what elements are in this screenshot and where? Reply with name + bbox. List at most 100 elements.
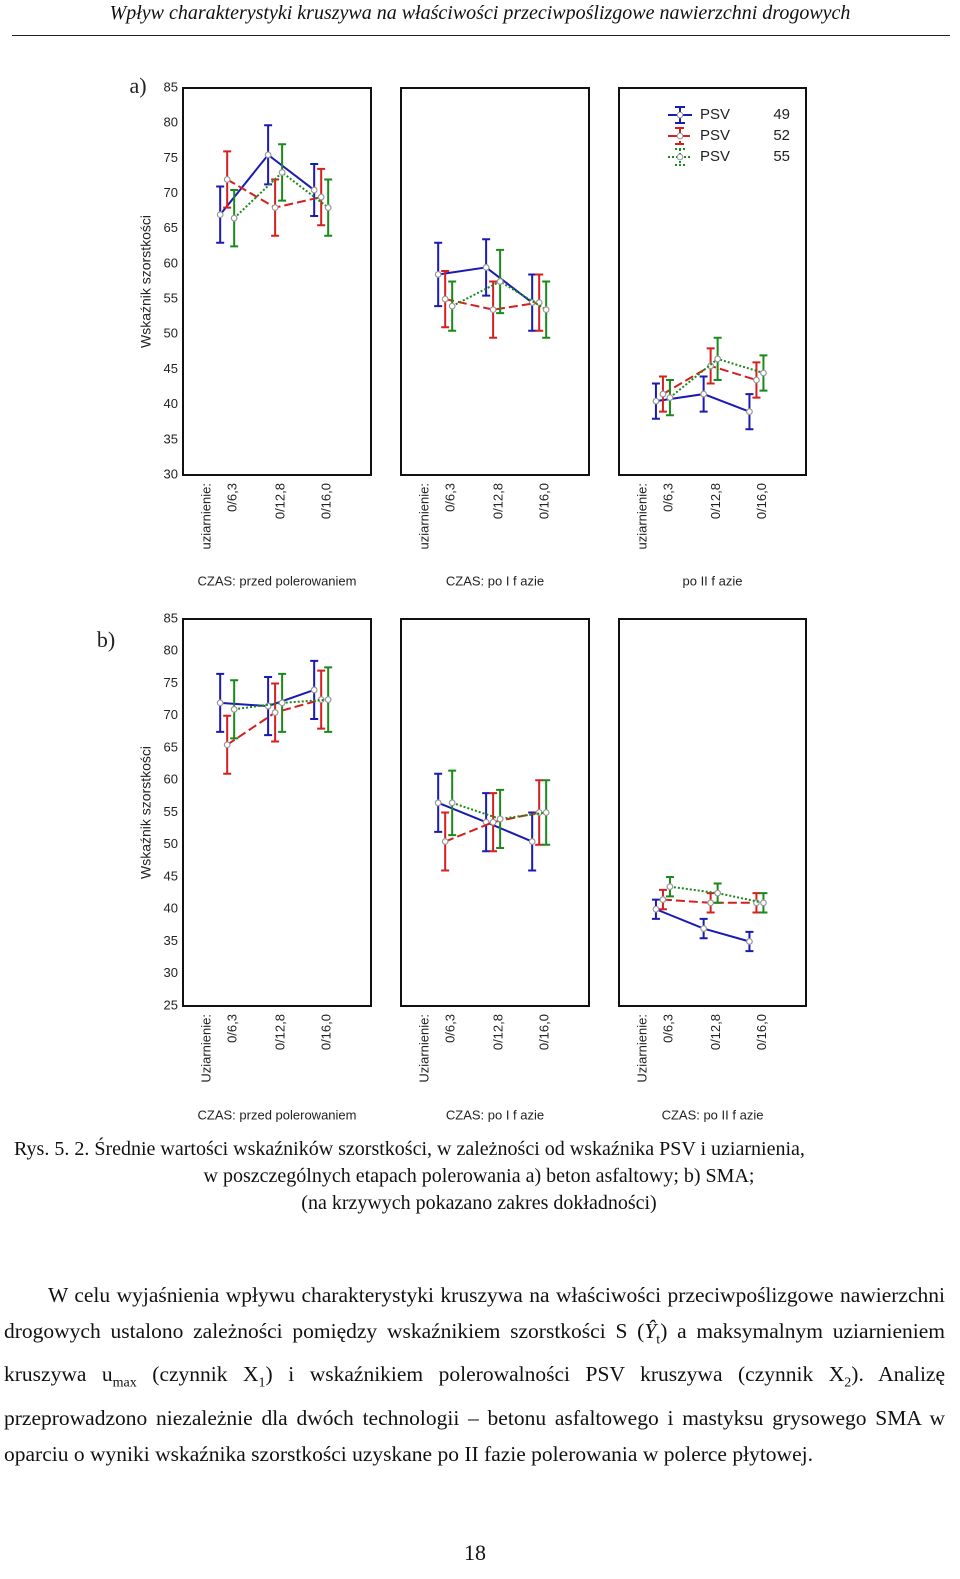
point-marker: [216, 211, 224, 219]
y-tick-label: 45: [164, 868, 178, 883]
point-marker: [223, 741, 231, 749]
point-marker: [700, 390, 708, 398]
x-tick-label: 0/16,0: [319, 483, 334, 519]
x-tick-label: 0/6,3: [225, 1014, 240, 1043]
panel-title: CZAS: po I f azie: [446, 573, 544, 588]
panel-title: CZAS: przed polerowaniem: [198, 573, 357, 588]
point-marker: [542, 809, 550, 816]
point-marker: [216, 699, 224, 707]
point-marker: [324, 204, 332, 212]
y-tick-label: 60: [164, 772, 178, 787]
point-marker: [700, 925, 708, 932]
point-marker: [489, 306, 497, 314]
y-tick-label: 30: [164, 466, 178, 481]
point-marker: [441, 838, 449, 845]
y-tick-label: 60: [164, 255, 178, 270]
point-marker: [317, 193, 325, 201]
x-axis-title: uziarnienie:: [416, 483, 431, 550]
series-line: [233, 171, 329, 219]
page-number: 18: [464, 1540, 486, 1565]
y-tick-label: 75: [164, 675, 178, 690]
point-marker: [496, 815, 504, 823]
x-axis-title: Uziarnienie:: [198, 1014, 213, 1083]
y-tick-label: 70: [164, 185, 178, 200]
point-marker: [659, 896, 667, 903]
legend-name: PSV: [700, 148, 730, 165]
panel-frame: [182, 87, 372, 476]
legend-name: PSV: [700, 127, 730, 144]
y-tick-label: 50: [164, 326, 178, 341]
legend-marker: [676, 132, 684, 140]
legend-marker: [676, 111, 684, 119]
y-tick-label: 85: [164, 79, 178, 94]
subscript: max: [112, 1375, 137, 1391]
point-marker: [760, 369, 767, 377]
point-marker: [666, 883, 674, 891]
y-tick-label: 35: [164, 933, 178, 948]
y-tick-label: 65: [164, 220, 178, 235]
text: ) i wskaźnikiem polerowalności PSV krusz…: [265, 1362, 845, 1387]
point-marker: [230, 214, 238, 222]
panel-title: po II f azie: [683, 573, 743, 588]
legend-label: 52: [773, 127, 790, 144]
point-marker: [448, 302, 456, 310]
y-tick-label: 35: [164, 431, 178, 446]
x-tick-label: 0/12,8: [708, 1014, 723, 1050]
panel-title: CZAS: przed polerowaniem: [198, 1107, 357, 1122]
x-tick-label: 0/16,0: [537, 1014, 552, 1050]
point-marker: [441, 295, 449, 303]
point-marker: [666, 394, 674, 402]
point-marker: [528, 838, 536, 845]
y-tick-label: 50: [164, 836, 178, 851]
point-marker: [659, 390, 667, 398]
text: ) a maksymalnym uziarnieniem kruszywa u: [4, 1318, 945, 1387]
subscript: t: [656, 1331, 661, 1347]
legend-label: 55: [773, 148, 790, 165]
header-rule: [12, 35, 950, 36]
x-tick-label: 0/12,8: [708, 483, 723, 519]
panel-frame: [618, 618, 807, 1007]
panel-frame: [182, 618, 372, 1007]
point-marker: [707, 899, 715, 907]
x-tick-label: 0/16,0: [754, 1014, 769, 1050]
x-tick-label: 0/6,3: [660, 483, 675, 512]
subscript: 1: [258, 1375, 266, 1391]
panel-frame: [618, 87, 807, 476]
x-tick-label: 0/16,0: [319, 1014, 334, 1050]
point-marker: [482, 264, 490, 271]
point-marker: [652, 397, 660, 405]
point-marker: [760, 899, 767, 907]
text: ). Analizę przeprowadzono niezależnie dl…: [4, 1362, 945, 1466]
series-line: [444, 811, 540, 843]
panel-title: CZAS: po II f azie: [662, 1107, 764, 1122]
x-tick-label: 0/12,8: [491, 1014, 506, 1050]
caption-line: Rys. 5. 2. Średnie wartości wskaźników s…: [14, 1138, 805, 1160]
y-tick-label: 40: [164, 901, 178, 916]
point-marker: [324, 696, 332, 704]
x-tick-label: 0/6,3: [443, 483, 458, 512]
point-marker: [278, 169, 286, 176]
y-tick-label: 70: [164, 707, 178, 722]
x-tick-label: 0/6,3: [660, 1014, 675, 1043]
running-header: Wpływ charakterystyki kruszywa na właści…: [109, 2, 851, 24]
x-tick-label: 0/6,3: [225, 483, 240, 512]
point-marker: [264, 151, 272, 159]
figure: a) Wskaźnik szorstkości 30 35 40 45 50 55 60 65 70…: [97, 73, 807, 1122]
y-tick-label: 25: [164, 997, 178, 1012]
caption-line: (na krzywych pokazano zakres dokładności…: [301, 1192, 657, 1214]
point-marker: [271, 709, 279, 716]
x-tick-label: 0/6,3: [443, 1014, 458, 1043]
x-tick-label: 0/16,0: [537, 483, 552, 519]
point-marker: [271, 204, 279, 212]
x-axis-title: Uziarnienie:: [634, 1014, 649, 1083]
point-marker: [434, 799, 442, 807]
point-marker: [278, 699, 286, 707]
x-axis-title: uziarnienie:: [198, 483, 213, 550]
y-tick-label: 80: [164, 115, 178, 130]
y-axis-title: Wskaźnik szorstkości: [138, 215, 154, 348]
x-tick-label: 0/12,8: [273, 1014, 288, 1050]
y-tick-label: 55: [164, 804, 178, 819]
point-marker: [230, 705, 238, 713]
y-tick-label: 40: [164, 396, 178, 411]
